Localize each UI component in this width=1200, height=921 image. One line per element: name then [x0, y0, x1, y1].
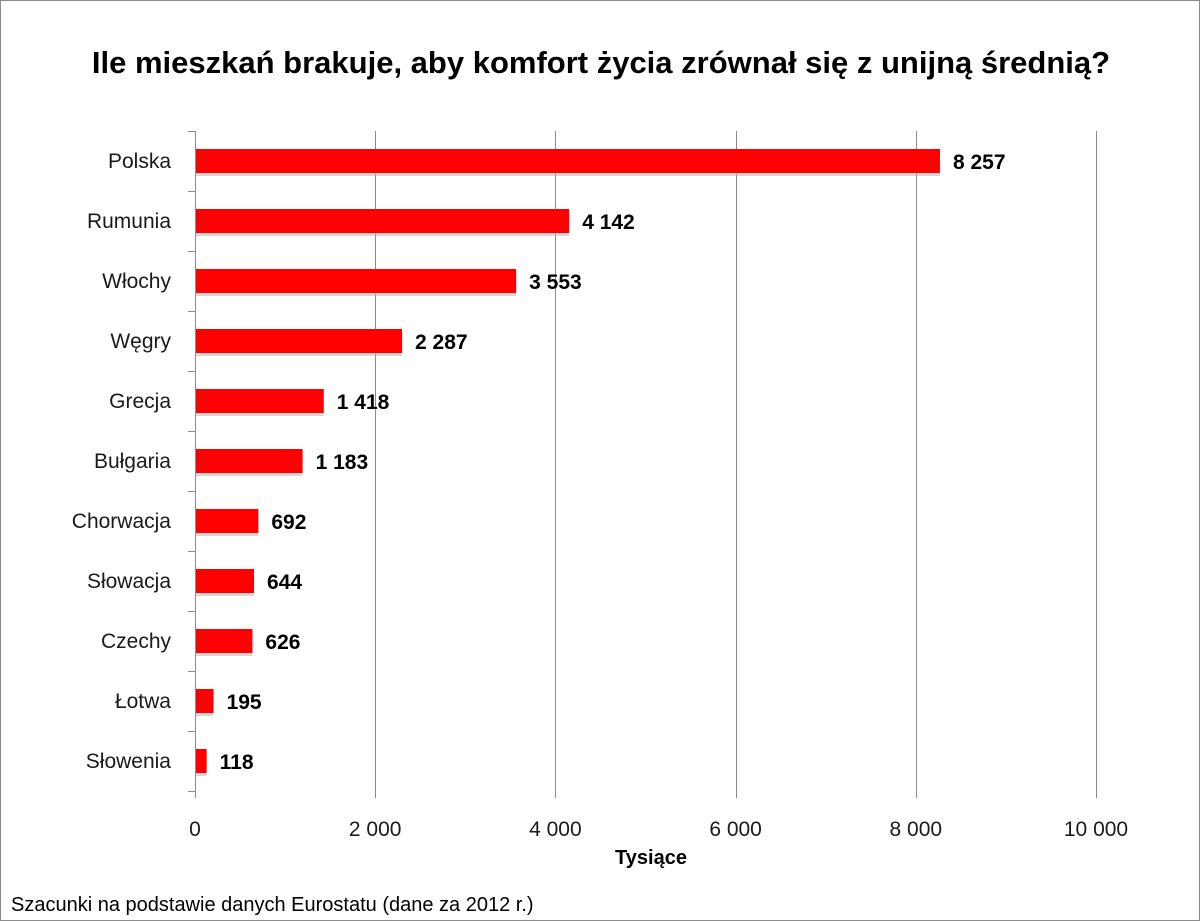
bar-słowacja: [196, 569, 255, 593]
value-label: 8 257: [953, 151, 1006, 174]
value-label: 195: [227, 691, 262, 714]
category-label: Słowenia: [86, 750, 172, 773]
x-axis-label: Tysiące: [615, 847, 687, 869]
x-tick-label: 2 000: [349, 818, 402, 841]
value-label: 4 142: [582, 211, 635, 234]
category-label: Grecja: [109, 390, 171, 413]
x-tick-label: 0: [189, 818, 201, 841]
value-label: 2 287: [415, 331, 468, 354]
category-label: Węgry: [110, 330, 171, 353]
value-label: 692: [271, 511, 306, 534]
value-label: 118: [220, 751, 254, 774]
x-tick-label: 10 000: [1064, 818, 1128, 841]
value-label: 1 183: [316, 451, 369, 474]
x-tick-label: 4 000: [529, 818, 582, 841]
category-label: Łotwa: [115, 690, 171, 713]
x-tick-label: 8 000: [890, 818, 943, 841]
x-tick-label: 6 000: [709, 818, 762, 841]
chart-title: Ile mieszkań brakuje, aby komfort życia …: [91, 45, 1111, 80]
value-label: 626: [265, 631, 300, 654]
bar-czechy: [196, 629, 253, 653]
bar-włochy: [196, 269, 517, 293]
category-label: Chorwacja: [72, 510, 172, 533]
category-label: Słowacja: [87, 570, 171, 593]
bar-rumunia: [196, 209, 570, 233]
value-label: 3 553: [529, 271, 582, 294]
category-label: Bułgaria: [94, 450, 171, 473]
bar-polska: [196, 149, 940, 173]
bar-bułgaria: [196, 449, 303, 473]
bar-grecja: [196, 389, 324, 413]
bar-węgry: [196, 329, 403, 353]
bar-słowenia: [196, 749, 207, 773]
category-label: Polska: [108, 150, 171, 173]
category-label: Włochy: [102, 270, 171, 293]
value-label: 644: [267, 571, 302, 594]
value-label: 1 418: [337, 391, 390, 414]
category-label: Rumunia: [87, 210, 171, 233]
category-label: Czechy: [101, 630, 172, 653]
bar-łotwa: [196, 689, 214, 713]
bar-chorwacja: [196, 509, 259, 533]
source-note: Szacunki na podstawie danych Eurostatu (…: [11, 894, 534, 916]
